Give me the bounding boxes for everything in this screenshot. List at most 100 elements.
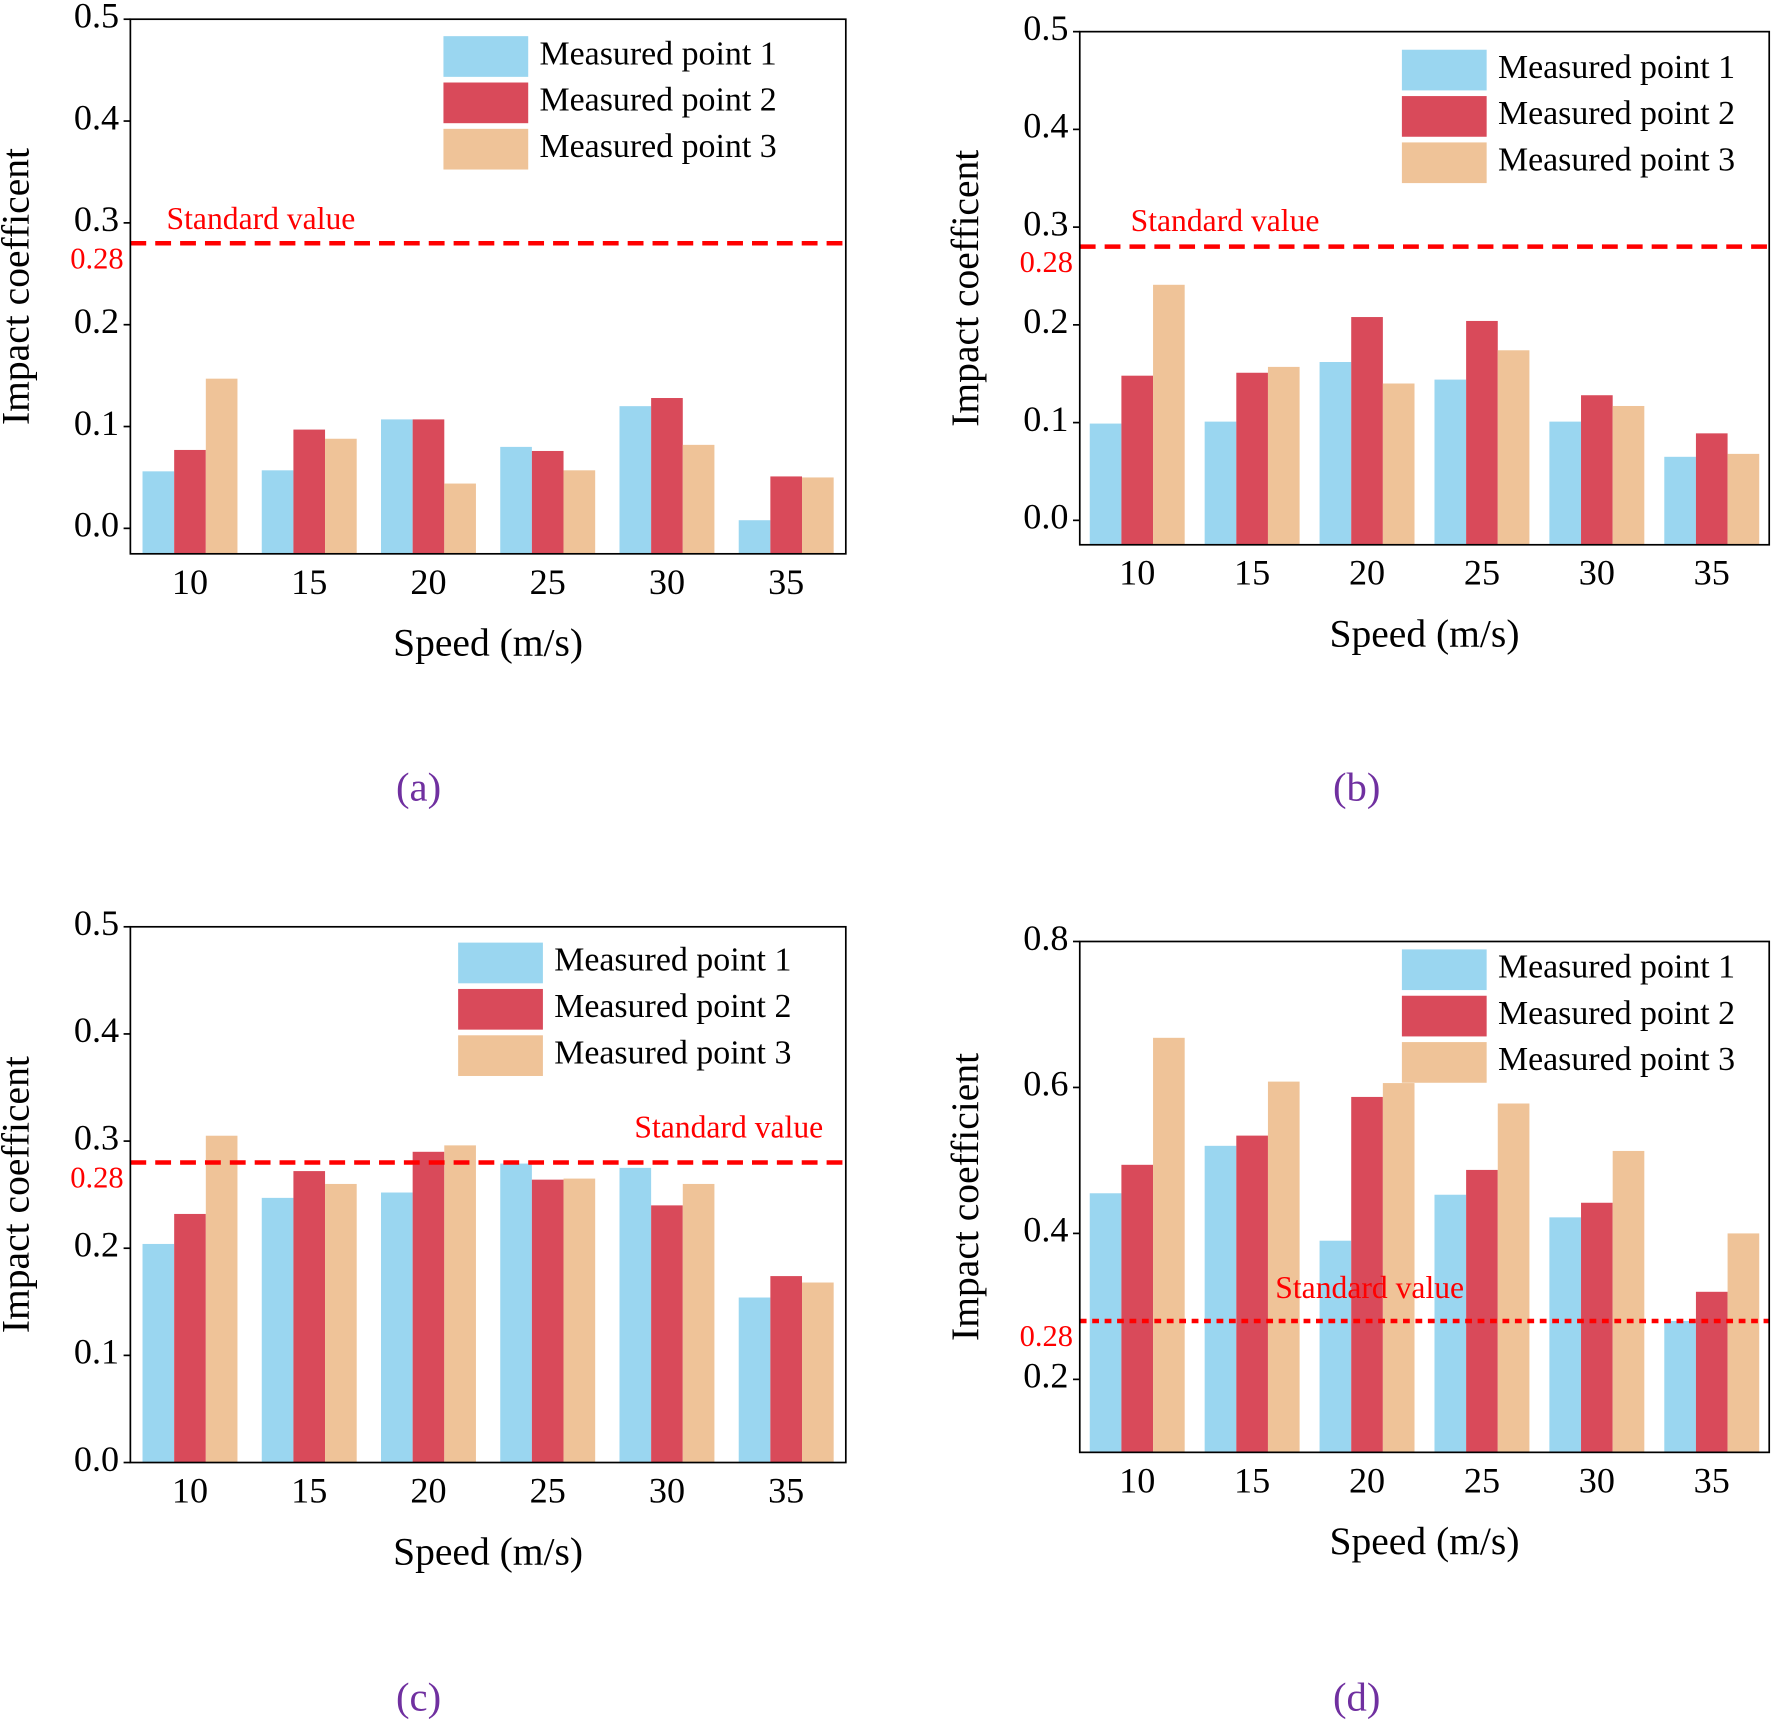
legend-swatch <box>458 1035 543 1076</box>
y-axis-label: Impact coefficient <box>943 1053 987 1341</box>
bar <box>444 1145 476 1463</box>
bar <box>1236 372 1268 545</box>
y-tick-label: 0.5 <box>74 903 119 943</box>
x-tick-label: 10 <box>172 562 208 602</box>
y-tick-label: 0.3 <box>74 1117 119 1157</box>
bar <box>1466 1169 1498 1453</box>
x-axis-label: Speed (m/s) <box>1329 1519 1519 1563</box>
y-tick-label: 0.2 <box>1023 1356 1068 1396</box>
y-axis-label: Impact coefficent <box>943 150 987 427</box>
bar <box>531 1179 564 1463</box>
x-tick-label: 15 <box>291 562 327 602</box>
y-tick-label: 0.6 <box>1023 1064 1068 1104</box>
bar <box>1236 1135 1268 1453</box>
bar <box>1319 362 1352 545</box>
x-tick-label: 35 <box>768 562 804 602</box>
legend-label: Measured point 1 <box>1498 49 1735 86</box>
x-tick-label: 30 <box>1579 1460 1615 1500</box>
legend-swatch <box>1401 142 1487 184</box>
bar <box>205 1135 238 1463</box>
bar <box>1497 350 1530 545</box>
y-tick-label: 0.3 <box>74 199 119 239</box>
x-tick-label: 35 <box>1694 553 1730 593</box>
bar <box>412 1151 445 1463</box>
bar <box>1089 423 1122 545</box>
x-tick-label: 25 <box>1464 1460 1500 1500</box>
legend-swatch <box>443 128 529 170</box>
legend-swatch <box>1401 49 1487 91</box>
bar <box>1695 1291 1728 1453</box>
reference-label: Standard value <box>167 201 356 236</box>
x-tick-label: 30 <box>1579 553 1615 593</box>
x-axis-label: Speed (m/s) <box>393 1529 583 1573</box>
bar <box>682 1183 715 1463</box>
bar <box>1153 1037 1185 1453</box>
plot-frame <box>129 925 847 1464</box>
bar <box>174 449 206 554</box>
bar <box>1497 1103 1530 1453</box>
bar <box>500 1163 532 1463</box>
legend-label: Measured point 2 <box>1498 95 1735 132</box>
bar <box>174 1213 206 1463</box>
bar <box>1612 1150 1645 1453</box>
legend-label: Measured point 1 <box>1498 949 1735 986</box>
bar <box>381 419 413 554</box>
bar <box>1434 379 1467 545</box>
y-tick-label: 0.1 <box>1023 399 1068 439</box>
legend-label: Measured point 1 <box>554 942 791 979</box>
y-axis-label: Impact coefficent <box>0 1056 38 1333</box>
bar <box>1267 1081 1300 1453</box>
bar <box>142 1243 175 1463</box>
x-tick-label: 25 <box>1464 553 1500 593</box>
reference-value-label: 0.28 <box>70 241 123 275</box>
chart-panel: 10 15 20 25 30 35 0.2 0.4 0.6 0.8 0.28 Standard val… <box>943 918 1771 1719</box>
legend-label: Measured point 2 <box>1498 995 1735 1032</box>
reference-label: Standard value <box>634 1110 823 1145</box>
y-tick-label: 0.4 <box>74 1010 119 1050</box>
bar <box>1727 1233 1760 1453</box>
bar <box>142 471 175 554</box>
x-tick-label: 15 <box>1234 1460 1270 1500</box>
x-tick-label: 20 <box>410 1470 446 1510</box>
x-tick-label: 30 <box>649 1470 685 1510</box>
bar <box>293 1171 326 1463</box>
bar <box>325 438 357 554</box>
y-tick-label: 0.4 <box>1023 106 1068 146</box>
bar <box>412 419 445 554</box>
bar <box>205 378 238 554</box>
bar <box>261 1197 294 1463</box>
x-tick-label: 25 <box>530 1470 566 1510</box>
plot-frame <box>1078 940 1771 1454</box>
y-tick-label: 0.3 <box>1023 203 1068 243</box>
legend-swatch <box>458 988 543 1030</box>
legend-label: Measured point 3 <box>1498 142 1735 179</box>
caption: (d) <box>1333 1674 1380 1719</box>
y-axis-label: Impact coefficent <box>0 148 38 425</box>
y-tick-label: 0.5 <box>74 0 119 36</box>
legend-swatch <box>1401 949 1487 991</box>
bar <box>802 1282 834 1463</box>
chart-panel: 10 15 20 25 30 35 0.0 0.1 0.2 0.3 0.4 0.5 0.28 Standa… <box>0 903 847 1719</box>
bar <box>1121 375 1154 545</box>
legend-swatch <box>458 942 543 984</box>
x-tick-label: 10 <box>1119 1460 1155 1500</box>
reference-value-label: 0.28 <box>70 1161 123 1195</box>
x-tick-label: 35 <box>1694 1460 1730 1500</box>
x-tick-label: 10 <box>172 1470 208 1510</box>
y-tick-label: 0.4 <box>1023 1210 1068 1250</box>
y-tick-label: 0.0 <box>74 505 119 545</box>
legend-label: Measured point 2 <box>540 82 777 119</box>
y-tick-label: 0.8 <box>1023 918 1068 958</box>
y-tick-label: 0.2 <box>74 1225 119 1265</box>
bar <box>802 477 834 554</box>
legend-swatch <box>443 36 529 77</box>
caption: (b) <box>1333 764 1380 809</box>
bar <box>651 1205 683 1463</box>
bar <box>261 470 294 554</box>
bar <box>1581 395 1613 545</box>
bar <box>531 450 564 554</box>
x-tick-label: 20 <box>1349 1460 1385 1500</box>
x-axis-label: Speed (m/s) <box>393 621 583 665</box>
bar <box>1351 1096 1383 1453</box>
caption: (c) <box>396 1674 441 1719</box>
